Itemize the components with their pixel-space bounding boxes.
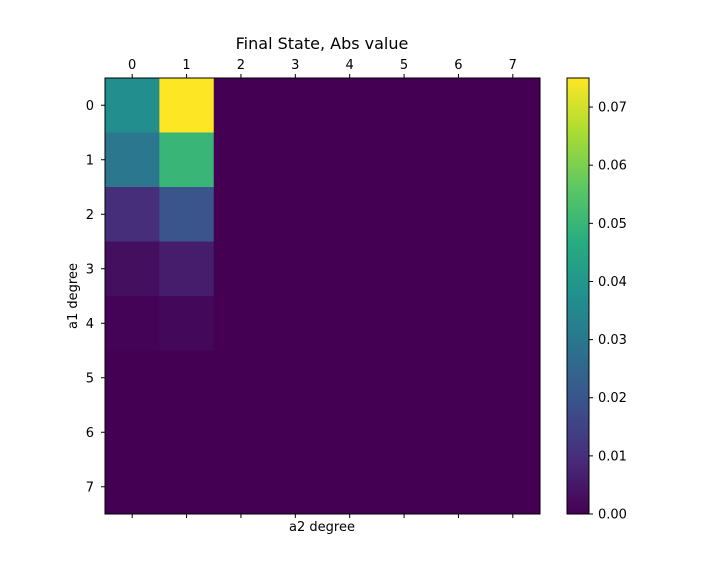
chart-title: Final State, Abs value: [236, 34, 409, 53]
heatmap-cell-5-5: [376, 350, 432, 406]
heatmap-cell-0-7: [485, 78, 541, 133]
heatmap-cell-1-6: [431, 132, 487, 188]
x-axis-label: a2 degree: [289, 520, 355, 535]
heatmap-cell-3-2: [213, 241, 269, 297]
heatmap-cell-0-0: [105, 78, 160, 133]
heatmap-cell-1-0: [105, 132, 160, 188]
heatmap-cells: [105, 78, 541, 515]
heatmap-cell-4-2: [213, 296, 269, 351]
colorbar-tick-label-2: 0.02: [598, 391, 627, 406]
heatmap-cell-3-1: [159, 241, 215, 297]
x-tick-label-7: 7: [509, 58, 517, 73]
heatmap-cell-1-5: [376, 132, 432, 188]
heatmap-cell-1-1: [159, 132, 215, 188]
colorbar: [567, 78, 589, 514]
x-tick-label-1: 1: [182, 58, 190, 73]
heatmap-cell-1-4: [322, 132, 378, 188]
colorbar-frame: [566, 77, 590, 515]
heatmap-cell-3-0: [105, 241, 160, 297]
heatmap-cell-4-1: [159, 296, 215, 351]
heatmap-cell-7-5: [376, 459, 432, 515]
heatmap-cell-3-4: [322, 241, 378, 297]
y-tick-label-3: 3: [86, 262, 94, 277]
x-tick-label-5: 5: [400, 58, 408, 73]
colorbar-tick-label-4: 0.04: [598, 275, 627, 290]
heatmap-cell-0-3: [268, 78, 323, 133]
y-tick-label-6: 6: [86, 426, 94, 441]
heatmap-cell-0-1: [159, 78, 215, 133]
heatmap-cell-2-7: [485, 187, 541, 242]
heatmap-cell-5-1: [159, 350, 215, 406]
heatmap-cell-1-2: [213, 132, 269, 188]
colorbar-tick-label-1: 0.01: [598, 449, 627, 464]
heatmap-cell-7-4: [322, 459, 378, 515]
heatmap-cell-0-5: [376, 78, 432, 133]
heatmap-cell-5-6: [431, 350, 487, 406]
x-tick-label-6: 6: [454, 58, 462, 73]
heatmap-cell-5-3: [268, 350, 323, 406]
heatmap-cell-6-4: [322, 405, 378, 460]
y-tick-label-4: 4: [86, 317, 94, 332]
colorbar-ticks: 0.00 0.01 0.02 0.03 0.04 0.05 0.06 0.07: [589, 101, 627, 523]
heatmap-cell-4-0: [105, 296, 160, 351]
heatmap-cell-1-7: [485, 132, 541, 188]
x-tick-label-3: 3: [291, 58, 299, 73]
x-ticks: 0 1 2 3 4 5 6 7: [128, 58, 517, 518]
colorbar-tick-label-0: 0.00: [598, 508, 627, 523]
heatmap-cell-6-1: [159, 405, 215, 460]
heatmap-cell-2-2: [213, 187, 269, 242]
heatmap-cell-4-5: [376, 296, 432, 351]
heatmap-cell-0-6: [431, 78, 487, 133]
heatmap-cell-4-3: [268, 296, 323, 351]
heatmap-cell-6-2: [213, 405, 269, 460]
heatmap-cell-6-7: [485, 405, 541, 460]
y-tick-label-5: 5: [86, 371, 94, 386]
heatmap-cell-7-2: [213, 459, 269, 515]
heatmap-cell-5-0: [105, 350, 160, 406]
heatmap-cell-6-0: [105, 405, 160, 460]
colorbar-tick-label-3: 0.03: [598, 333, 627, 348]
heatmap-cell-4-7: [485, 296, 541, 351]
heatmap-cell-6-6: [431, 405, 487, 460]
heatmap-cell-2-6: [431, 187, 487, 242]
y-tick-label-7: 7: [86, 480, 94, 495]
heatmap-cell-7-1: [159, 459, 215, 515]
y-tick-label-0: 0: [86, 99, 94, 114]
heatmap-cell-7-3: [268, 459, 323, 515]
heatmap-cell-3-3: [268, 241, 323, 297]
heatmap-cell-2-1: [159, 187, 215, 242]
heatmap-cell-7-0: [105, 459, 160, 515]
heatmap-cell-7-6: [431, 459, 487, 515]
y-ticks: 0 1 2 3 4 5 6 7: [86, 99, 105, 495]
heatmap-cell-2-3: [268, 187, 323, 242]
heatmap-cell-3-5: [376, 241, 432, 297]
heatmap-cell-6-5: [376, 405, 432, 460]
heatmap-cell-5-4: [322, 350, 378, 406]
axes-frame: [104, 77, 541, 515]
y-tick-label-1: 1: [86, 153, 94, 168]
heatmap-cell-2-4: [322, 187, 378, 242]
y-axis-label: a1 degree: [66, 263, 81, 329]
heatmap-cell-7-7: [485, 459, 541, 515]
heatmap-cell-3-7: [485, 241, 541, 297]
heatmap-cell-2-5: [376, 187, 432, 242]
colorbar-tick-label-7: 0.07: [598, 101, 627, 116]
heatmap-cell-5-2: [213, 350, 269, 406]
heatmap-cell-3-6: [431, 241, 487, 297]
x-tick-label-4: 4: [346, 58, 354, 73]
heatmap-cell-0-4: [322, 78, 378, 133]
heatmap-cell-1-3: [268, 132, 323, 188]
colorbar-tick-label-6: 0.06: [598, 159, 627, 174]
heatmap-cell-4-4: [322, 296, 378, 351]
x-tick-label-2: 2: [237, 58, 245, 73]
heatmap-cell-4-6: [431, 296, 487, 351]
colorbar-tick-label-5: 0.05: [598, 217, 627, 232]
y-tick-label-2: 2: [86, 208, 94, 223]
heatmap-cell-2-0: [105, 187, 160, 242]
heatmap-cell-0-2: [213, 78, 269, 133]
heatmap-cell-6-3: [268, 405, 323, 460]
heatmap-cell-5-7: [485, 350, 541, 406]
x-tick-label-0: 0: [128, 58, 136, 73]
